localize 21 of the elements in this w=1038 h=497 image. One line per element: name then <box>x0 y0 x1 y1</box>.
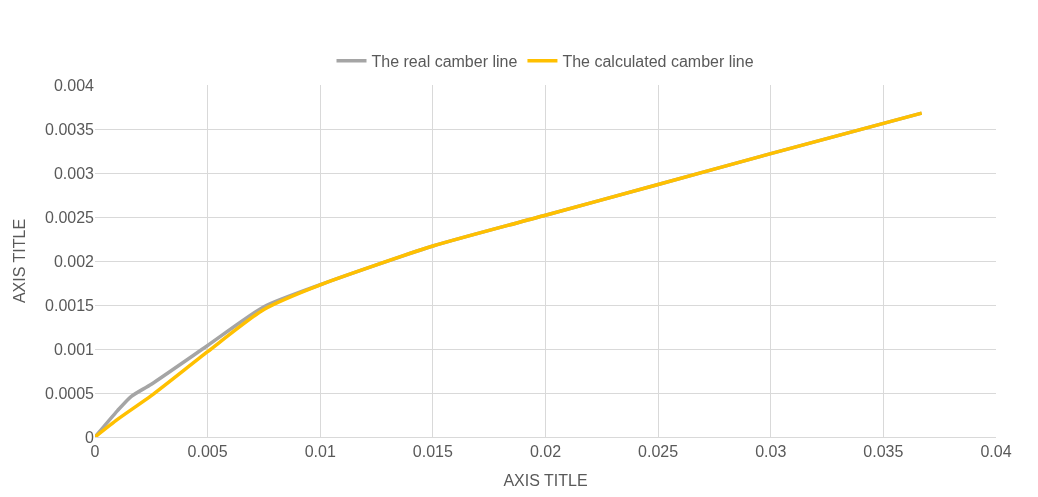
y-tick-label: 0.003 <box>53 164 95 182</box>
x-tick-label: 0.015 <box>412 443 453 461</box>
legend-label: The calculated camber line <box>562 53 754 71</box>
x-tick-label: 0.03 <box>755 443 787 461</box>
x-tick-label: 0.01 <box>304 443 336 461</box>
y-axis-title: AXIS TITLE <box>10 218 28 304</box>
y-tick-label: 0 <box>85 428 95 446</box>
y-tick-label: 0.0015 <box>45 296 95 314</box>
x-tick-label: 0.005 <box>187 443 228 461</box>
x-tick-label: 0.035 <box>863 443 904 461</box>
x-tick-label: 0.02 <box>529 443 562 461</box>
x-tick-label: 0.025 <box>638 443 679 461</box>
y-tick-label: 0.0005 <box>45 384 95 402</box>
y-tick-label: 0.004 <box>53 76 95 94</box>
y-tick-label: 0.0025 <box>45 208 95 226</box>
x-tick-label: 0.04 <box>980 443 1012 461</box>
x-axis-title: AXIS TITLE <box>503 471 588 489</box>
legend-label: The real camber line <box>371 53 518 71</box>
y-tick-label: 0.002 <box>53 252 95 270</box>
y-tick-label: 0.0035 <box>45 120 95 138</box>
y-tick-label: 0.001 <box>53 340 95 358</box>
